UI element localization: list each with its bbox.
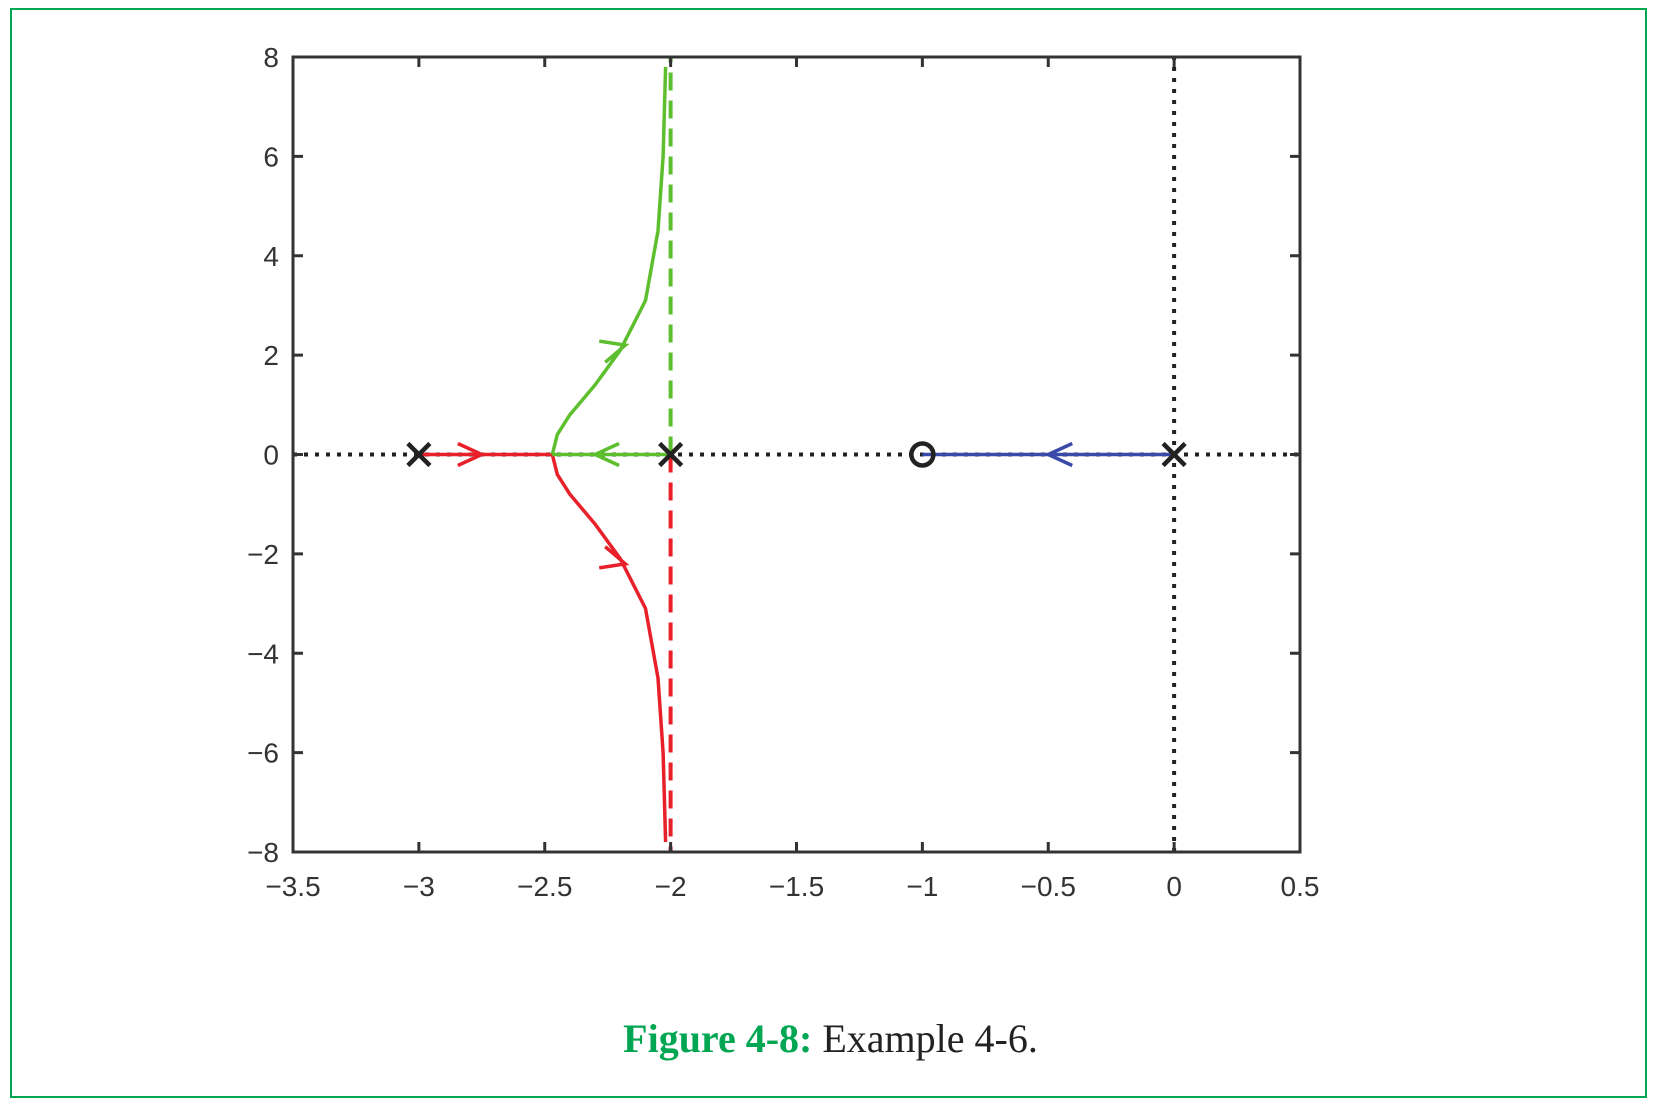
x-tick-label: 0.5 <box>1281 871 1320 902</box>
y-tick-label: 2 <box>263 340 279 371</box>
pole-marker-0 <box>406 441 432 468</box>
y-tick-label: −2 <box>247 539 279 570</box>
y-tick-label: −6 <box>247 738 279 769</box>
x-tick-label: −1.5 <box>769 871 824 902</box>
x-tick-label: −2.5 <box>517 871 572 902</box>
direction-arrow-3 <box>598 339 630 364</box>
caption-text: Example 4-6. <box>812 1016 1038 1061</box>
x-tick-label: −2 <box>655 871 687 902</box>
y-tick-label: 4 <box>263 241 279 272</box>
pole-marker-1 <box>658 441 684 468</box>
x-tick-label: −3.5 <box>265 871 320 902</box>
direction-arrow-1 <box>590 441 620 468</box>
direction-arrow-4 <box>598 545 630 570</box>
caption-label: Figure 4-8: <box>623 1016 813 1061</box>
y-tick-label: 0 <box>263 440 279 471</box>
x-tick-label: −0.5 <box>1021 871 1076 902</box>
figure-frame <box>10 8 1647 1098</box>
locus-branch-1 <box>550 454 668 843</box>
direction-arrow-0 <box>457 441 487 468</box>
zero-marker-0 <box>909 441 936 468</box>
y-tick-label: 6 <box>263 141 279 172</box>
x-tick-label: −1 <box>906 871 938 902</box>
locus-branch-3 <box>550 66 668 455</box>
y-tick-label: −8 <box>247 837 279 868</box>
figure-caption: Figure 4-8: Example 4-6. <box>0 1015 1661 1062</box>
y-tick-label: 8 <box>263 42 279 73</box>
x-tick-label: −3 <box>403 871 435 902</box>
x-tick-label: 0 <box>1166 871 1182 902</box>
y-tick-label: −4 <box>247 638 279 669</box>
root-locus-chart: −3.5 −3 −2.5 −2 −1.5 −1 −0.5 0 0.5 −8 −6 −4 −2 0 2 4 6 8 <box>247 42 1320 902</box>
direction-arrow-2 <box>1044 441 1073 468</box>
pole-marker-2 <box>1161 441 1187 468</box>
